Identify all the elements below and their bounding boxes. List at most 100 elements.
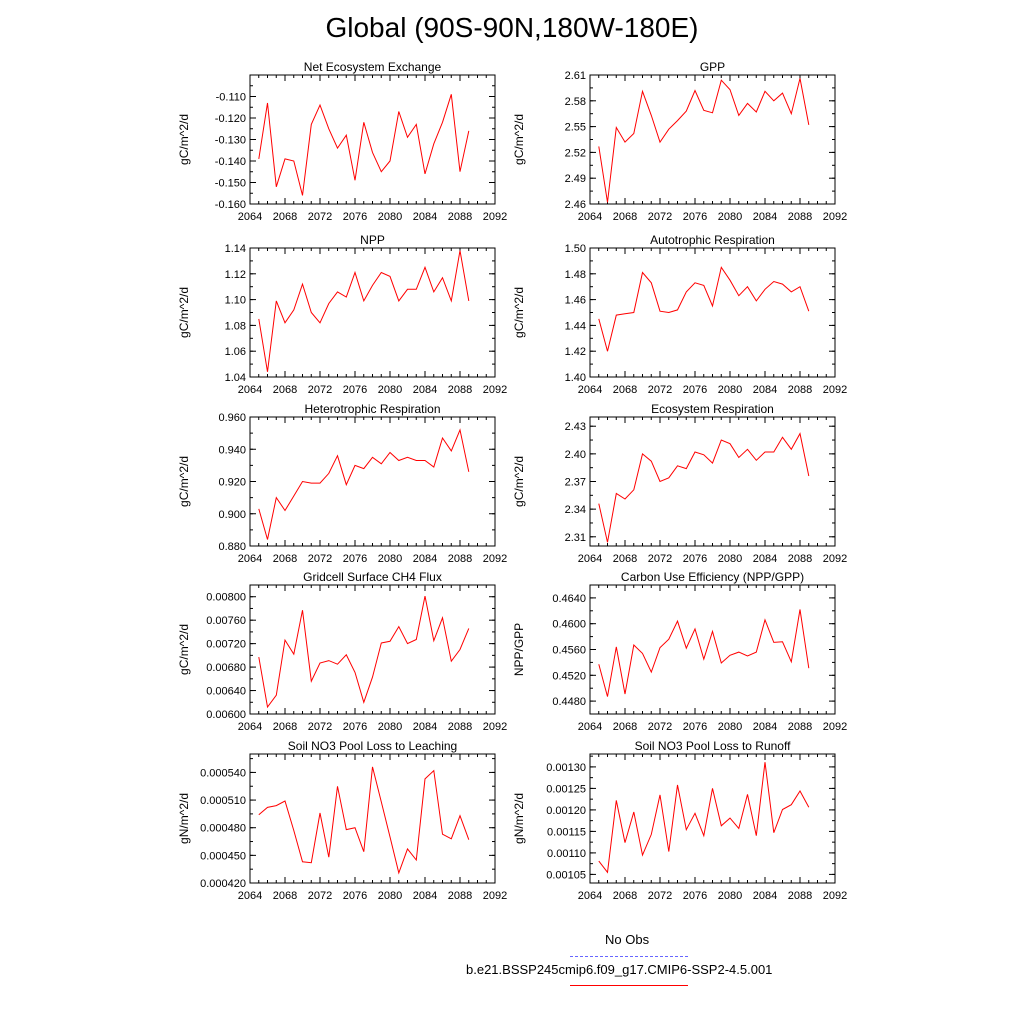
y-tick-label: 1.14 — [225, 243, 246, 255]
panel-title: Soil NO3 Pool Loss to Runoff — [635, 739, 792, 753]
x-tick-label: 2064 — [238, 384, 262, 396]
series-line — [258, 428, 470, 540]
y-tick-label: 0.00115 — [547, 826, 586, 838]
panel-6: Gridcell Surface CH4 Flux gC/m^2/d 2064 206… — [177, 570, 507, 733]
y-tick-label: 0.00640 — [206, 686, 246, 698]
plot-frame — [249, 584, 496, 715]
x-tick-label: 2084 — [753, 890, 777, 902]
plot-frame — [249, 74, 496, 205]
x-tick-label: 2076 — [683, 721, 707, 733]
y-tick-label: 1.04 — [225, 372, 246, 384]
panel-title: Autotrophic Respiration — [650, 233, 775, 247]
x-tick-label: 2092 — [483, 890, 507, 902]
x-tick-label: 2068 — [613, 890, 637, 902]
y-tick-label: 1.44 — [565, 320, 586, 332]
y-tick-label: 1.50 — [565, 243, 586, 255]
y-tick-label: 2.46 — [565, 199, 586, 211]
x-tick-label: 2068 — [273, 384, 297, 396]
y-tick-label: 2.55 — [565, 122, 586, 134]
y-tick-label: -0.150 — [215, 178, 246, 190]
x-tick-label: 2088 — [448, 211, 472, 223]
x-tick-label: 2084 — [753, 384, 777, 396]
y-axis-label: gC/m^2/d — [512, 114, 526, 165]
y-tick-label: -0.130 — [215, 135, 246, 147]
x-tick-label: 2072 — [648, 890, 672, 902]
x-tick-label: 2084 — [753, 553, 777, 565]
y-axis-label: gC/m^2/d — [177, 114, 191, 165]
y-axis-label: gC/m^2/d — [177, 624, 191, 675]
x-tick-label: 2068 — [613, 384, 637, 396]
series-line — [258, 596, 470, 709]
x-tick-label: 2076 — [343, 890, 367, 902]
x-tick-label: 2088 — [788, 211, 812, 223]
y-tick-label: 2.49 — [565, 173, 586, 185]
y-tick-label: 0.4560 — [552, 645, 586, 657]
y-tick-label: -0.110 — [216, 92, 246, 104]
x-tick-label: 2064 — [578, 721, 602, 733]
x-tick-label: 2084 — [413, 553, 437, 565]
y-tick-label: 0.00600 — [206, 709, 246, 721]
panel-1: GPP gC/m^2/d 2064 2068 2072 2076 2080 2084 2088 2… — [512, 60, 847, 223]
y-axis-label: gN/m^2/d — [177, 793, 191, 844]
plot-frame — [589, 753, 836, 884]
y-tick-label: 0.4640 — [552, 593, 586, 605]
x-tick-label: 2092 — [483, 553, 507, 565]
panel-0: Net Ecosystem Exchange gC/m^2/d 2064 2068 20… — [177, 60, 507, 223]
x-tick-label: 2064 — [578, 384, 602, 396]
x-tick-label: 2068 — [273, 553, 297, 565]
y-tick-label: 1.40 — [565, 372, 586, 384]
x-tick-label: 2068 — [273, 721, 297, 733]
x-tick-label: 2072 — [308, 211, 332, 223]
y-tick-label: 1.08 — [225, 320, 246, 332]
y-tick-label: 1.12 — [225, 269, 246, 281]
y-tick-label: 0.000420 — [200, 878, 246, 890]
x-tick-label: 2084 — [413, 890, 437, 902]
x-tick-label: 2092 — [483, 721, 507, 733]
panel-title: Soil NO3 Pool Loss to Leaching — [288, 739, 457, 753]
y-tick-label: 0.4520 — [552, 670, 586, 682]
y-tick-label: 0.00720 — [206, 639, 246, 651]
x-tick-label: 2080 — [718, 721, 742, 733]
plot-frame — [249, 247, 496, 378]
x-tick-label: 2068 — [273, 890, 297, 902]
legend-model-line — [570, 985, 688, 986]
y-tick-label: 2.61 — [565, 70, 586, 82]
x-tick-label: 2064 — [578, 890, 602, 902]
y-tick-label: 0.00680 — [206, 662, 246, 674]
x-tick-label: 2068 — [273, 211, 297, 223]
panel-title: Ecosystem Respiration — [651, 402, 774, 416]
x-tick-label: 2080 — [378, 384, 402, 396]
x-tick-label: 2084 — [413, 721, 437, 733]
x-tick-label: 2084 — [753, 211, 777, 223]
y-tick-label: 1.06 — [225, 346, 246, 358]
y-tick-label: 2.52 — [565, 147, 586, 159]
series-line — [598, 266, 810, 352]
x-tick-label: 2088 — [448, 890, 472, 902]
x-tick-label: 2092 — [823, 890, 847, 902]
x-tick-label: 2088 — [788, 721, 812, 733]
y-tick-label: 0.000480 — [200, 823, 246, 835]
y-tick-label: 0.4480 — [552, 696, 586, 708]
x-tick-label: 2084 — [753, 721, 777, 733]
panel-8: Soil NO3 Pool Loss to Leaching gN/m^2/d 20… — [177, 739, 507, 902]
y-tick-label: 0.000540 — [200, 767, 246, 779]
x-tick-label: 2076 — [343, 384, 367, 396]
legend-obs-line — [570, 956, 688, 957]
y-tick-label: -0.140 — [215, 156, 246, 168]
plot-frame — [249, 753, 496, 884]
y-axis-label: gC/m^2/d — [512, 287, 526, 338]
plot-frame — [589, 584, 836, 715]
y-tick-label: 1.10 — [225, 295, 246, 307]
x-tick-label: 2080 — [378, 890, 402, 902]
plot-frame — [589, 74, 836, 205]
series-line — [598, 432, 810, 543]
x-tick-label: 2088 — [448, 721, 472, 733]
y-tick-label: 0.940 — [218, 444, 246, 456]
x-tick-label: 2092 — [483, 211, 507, 223]
y-tick-label: 2.31 — [565, 532, 586, 544]
x-tick-label: 2092 — [823, 553, 847, 565]
x-tick-label: 2088 — [788, 553, 812, 565]
x-tick-label: 2080 — [378, 553, 402, 565]
panel-title: Gridcell Surface CH4 Flux — [303, 570, 442, 584]
